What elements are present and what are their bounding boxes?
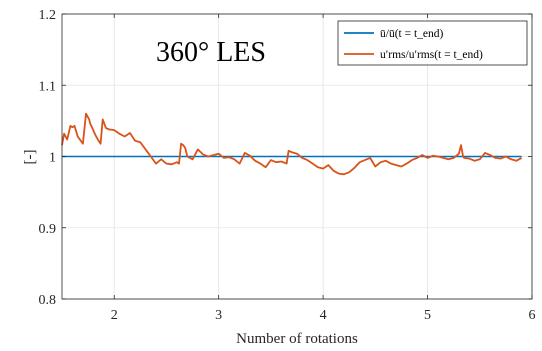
y-tick-label: 1.2 [39,8,57,23]
legend-label: ū/ū(t = t_end) [380,28,444,40]
x-tick-label: 5 [424,308,431,323]
y-tick-label: 0.9 [39,222,57,237]
axis-ticks: 2 3 4 5 6 0.8 0.9 1 1.1 1.2 [39,8,536,323]
y-tick-label: 1 [49,151,56,166]
legend-box [337,20,528,66]
series-lines [61,112,523,176]
x-tick-label: 3 [215,308,222,323]
legend-label: u′rms/u′rms(t = t_end) [380,49,483,61]
y-tick-label: 0.8 [39,293,57,308]
y-axis-label: [-] [22,150,38,165]
series-line-2 [61,112,523,176]
x-tick-label: 6 [529,308,536,323]
x-tick-label: 2 [111,308,118,323]
x-axis-label: Number of rotations [236,331,358,347]
y-tick-label: 1.1 [39,79,57,94]
chart-annotation: 360° LES [156,37,266,68]
legend: ū/ū(t = t_end) u′rms/u′rms(t = t_end) [337,20,528,66]
x-tick-label: 4 [320,308,327,323]
